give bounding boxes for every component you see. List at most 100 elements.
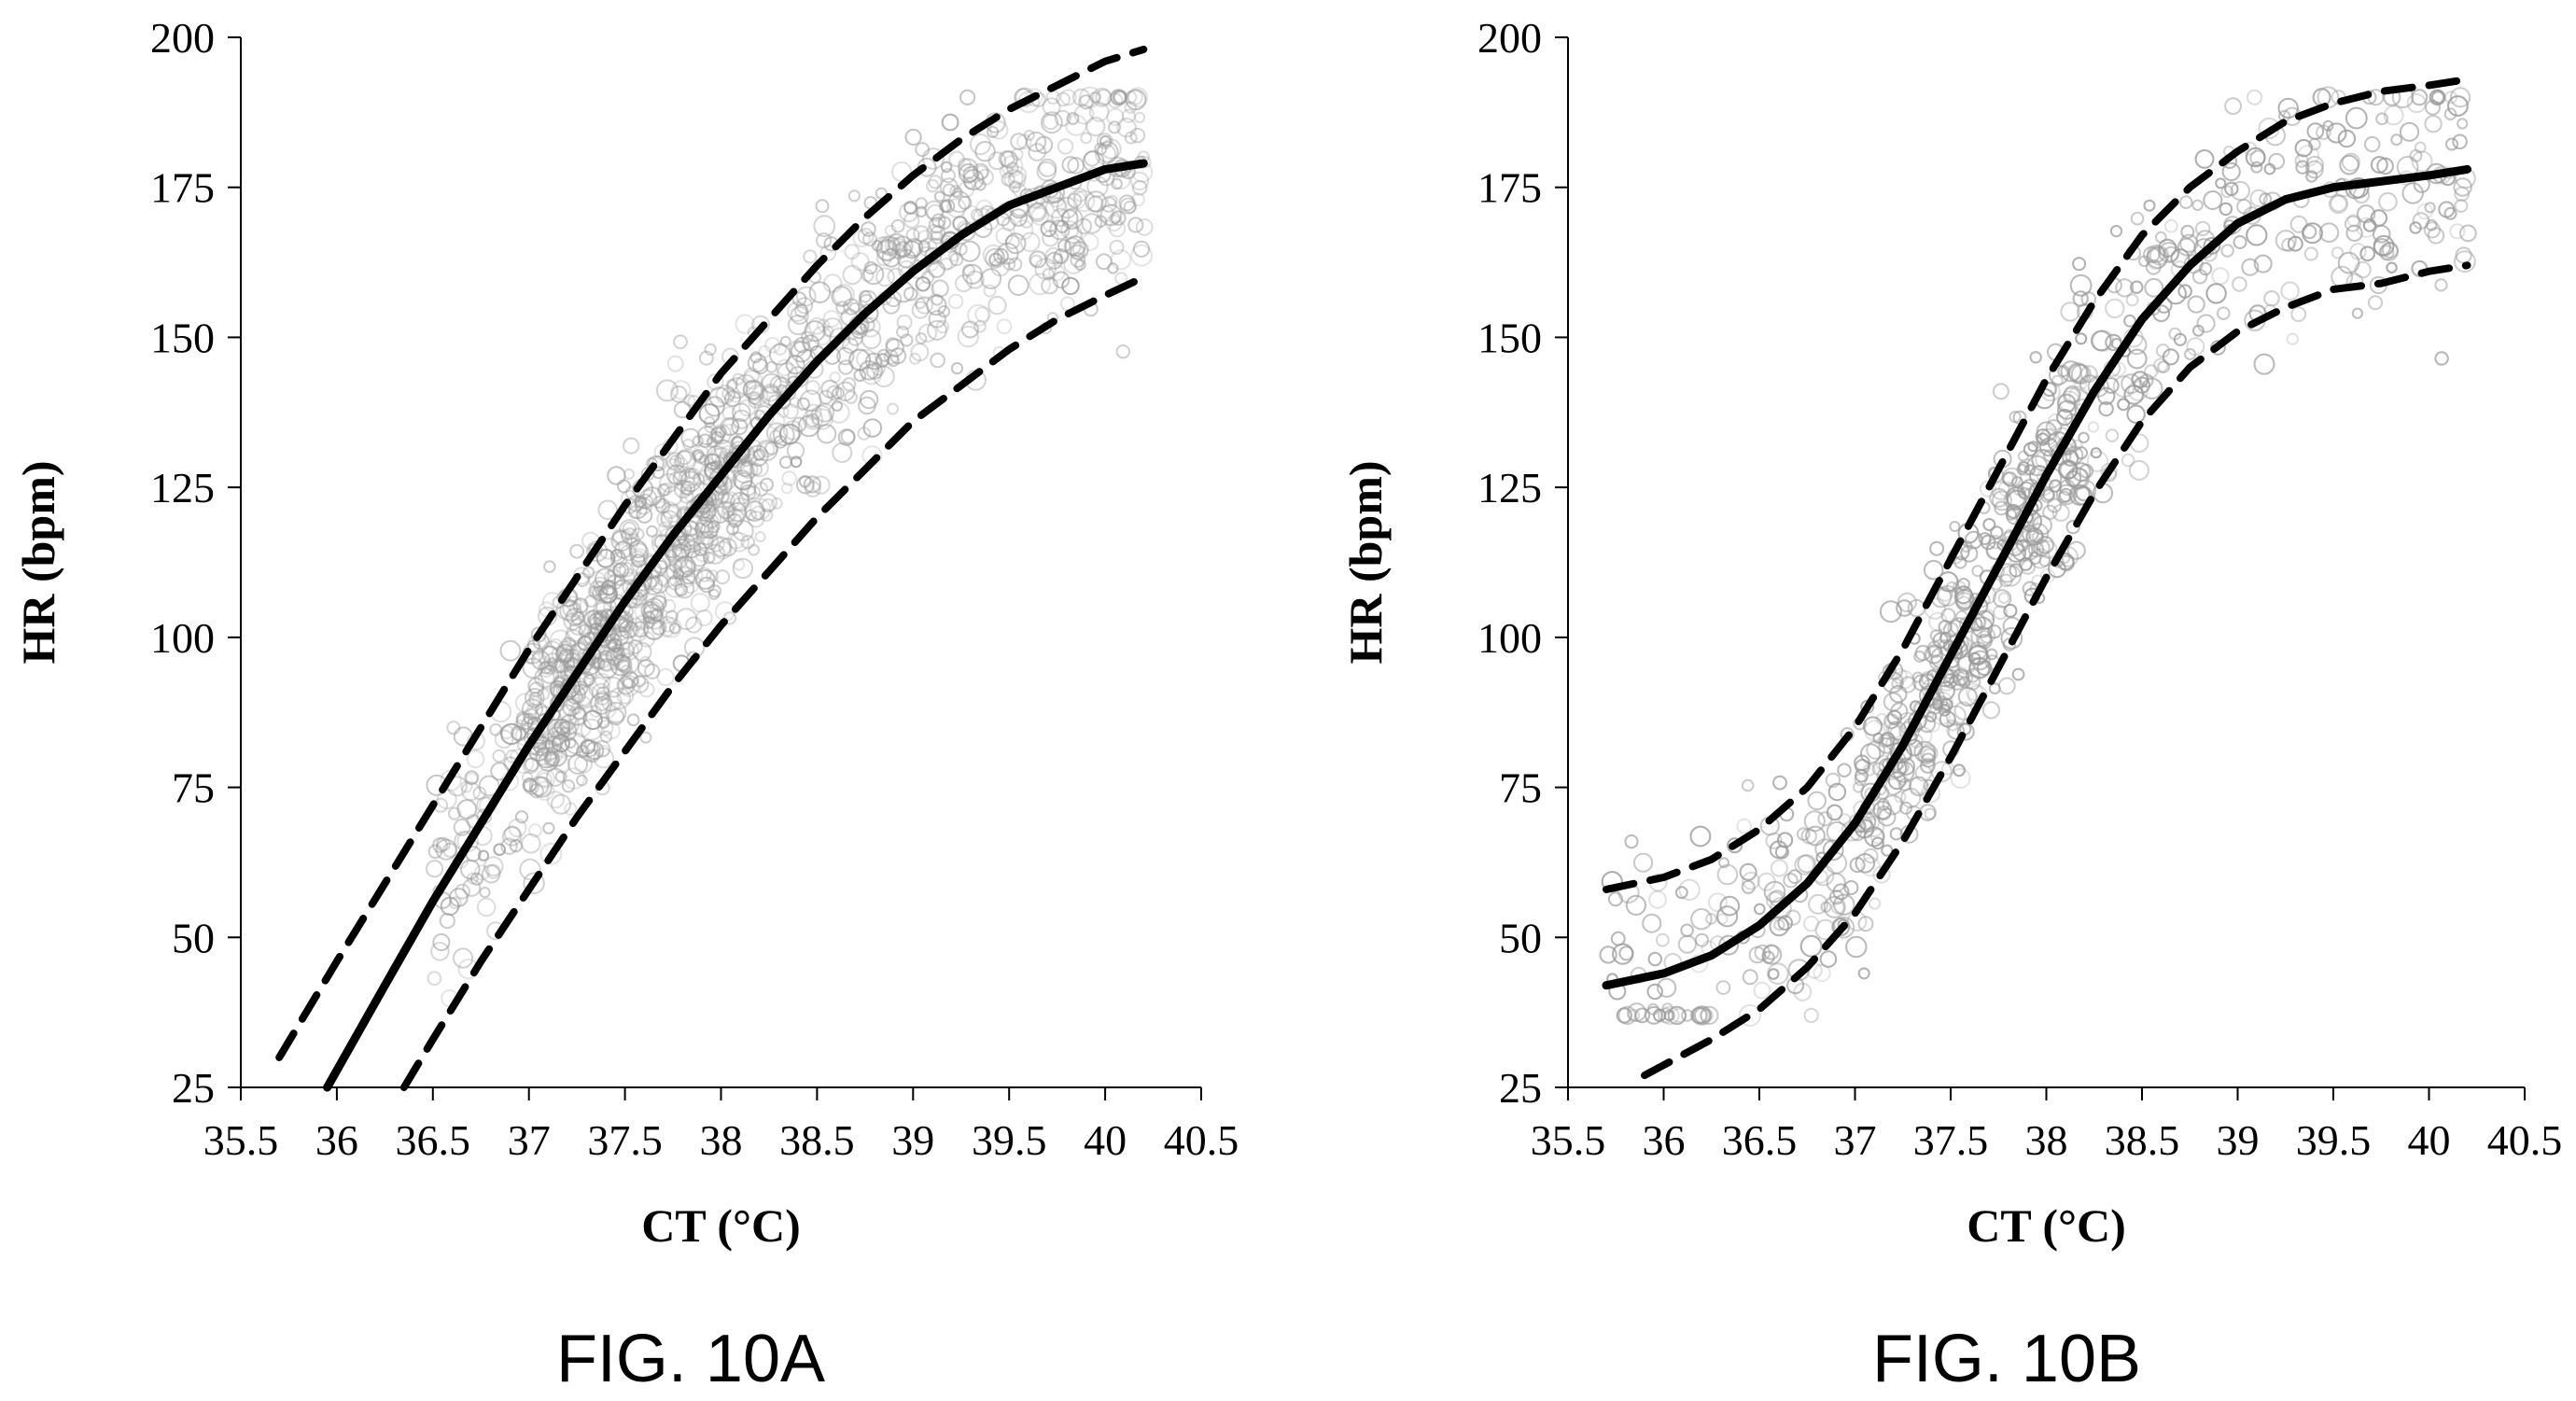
data-point (844, 244, 861, 260)
data-point (1061, 276, 1080, 296)
data-point (631, 527, 645, 541)
data-point (1647, 951, 1663, 967)
data-point (2038, 554, 2051, 567)
data-point (1079, 86, 1101, 109)
data-point (2277, 97, 2299, 119)
data-point (1974, 609, 1995, 630)
data-point (523, 708, 539, 725)
data-point (1929, 540, 1945, 556)
data-point (957, 325, 980, 348)
data-point (633, 675, 647, 688)
data-point (842, 264, 862, 286)
data-point (2454, 199, 2469, 213)
data-point (1863, 848, 1879, 864)
data-point (521, 771, 534, 783)
data-point (2375, 112, 2389, 126)
data-point (539, 601, 554, 618)
data-point (927, 319, 947, 341)
data-point (2051, 374, 2064, 387)
data-point (469, 872, 483, 886)
data-point (1127, 217, 1144, 233)
data-point (1100, 196, 1117, 213)
data-point (2452, 133, 2468, 150)
data-point (1099, 203, 1123, 227)
data-point (1979, 480, 1996, 497)
data-point (1040, 220, 1057, 238)
data-point (1860, 743, 1882, 764)
data-point (2305, 170, 2318, 183)
data-point (961, 320, 979, 339)
data-point (1914, 644, 1932, 662)
data-point (2381, 242, 2399, 259)
data-point (2253, 254, 2273, 273)
data-point (652, 496, 666, 510)
data-point (715, 385, 735, 405)
data-point (1947, 722, 1965, 740)
data-point (803, 249, 818, 264)
data-point (847, 189, 861, 203)
data-point (1833, 893, 1855, 916)
data-point (693, 449, 705, 461)
data-point (637, 659, 655, 678)
data-point (2370, 156, 2388, 174)
data-point (1997, 592, 2010, 604)
data-point (2305, 160, 2324, 179)
data-point (1653, 1008, 1667, 1023)
data-point (1761, 945, 1783, 965)
data-point (2295, 160, 2310, 175)
data-point (2179, 233, 2199, 253)
data-point (1130, 244, 1153, 267)
data-point (609, 653, 633, 677)
data-point (790, 305, 809, 325)
data-point (1742, 871, 1760, 890)
data-point (1925, 710, 1938, 722)
data-point (948, 150, 965, 168)
data-point (2098, 400, 2114, 417)
data-point (875, 250, 892, 267)
data-point (2339, 154, 2359, 175)
data-point (1896, 599, 1913, 617)
data-point (2220, 244, 2234, 258)
data-point (2144, 364, 2159, 379)
data-point (1854, 773, 1868, 787)
data-point (499, 639, 522, 662)
data-point (2454, 250, 2476, 273)
data-point (595, 582, 616, 604)
data-point (569, 652, 581, 665)
data-point (1997, 677, 2016, 695)
data-point (2203, 190, 2223, 210)
data-point (1718, 934, 1740, 956)
data-point (717, 490, 730, 503)
data-point (2459, 224, 2477, 243)
data-point (1095, 143, 1116, 165)
data-point (2055, 483, 2078, 506)
data-point (2246, 224, 2268, 246)
y-tick-label: 100 (150, 614, 215, 662)
data-point (643, 576, 658, 591)
data-point (1920, 752, 1936, 768)
data-point (1886, 709, 1903, 725)
y-axis-title: HR (bpm) (12, 460, 64, 664)
data-point (592, 576, 609, 593)
data-point (1942, 673, 1959, 689)
data-point (2359, 245, 2375, 262)
data-point (1761, 945, 1783, 965)
data-point (543, 560, 556, 573)
data-point (931, 293, 944, 306)
data-point (2016, 539, 2029, 553)
data-point (1094, 142, 1108, 156)
data-point (1070, 252, 1086, 268)
data-point (2068, 363, 2090, 385)
data-point (1805, 825, 1826, 847)
data-point (578, 671, 595, 688)
data-point (1754, 903, 1766, 916)
data-point (2117, 398, 2131, 412)
data-point (2305, 155, 2325, 175)
data-point (1124, 91, 1138, 105)
data-point (926, 203, 945, 222)
data-point (1923, 715, 1941, 733)
data-point (1992, 383, 2009, 400)
data-point (1881, 844, 1894, 857)
data-point (2443, 107, 2457, 120)
data-point (1930, 761, 1953, 783)
